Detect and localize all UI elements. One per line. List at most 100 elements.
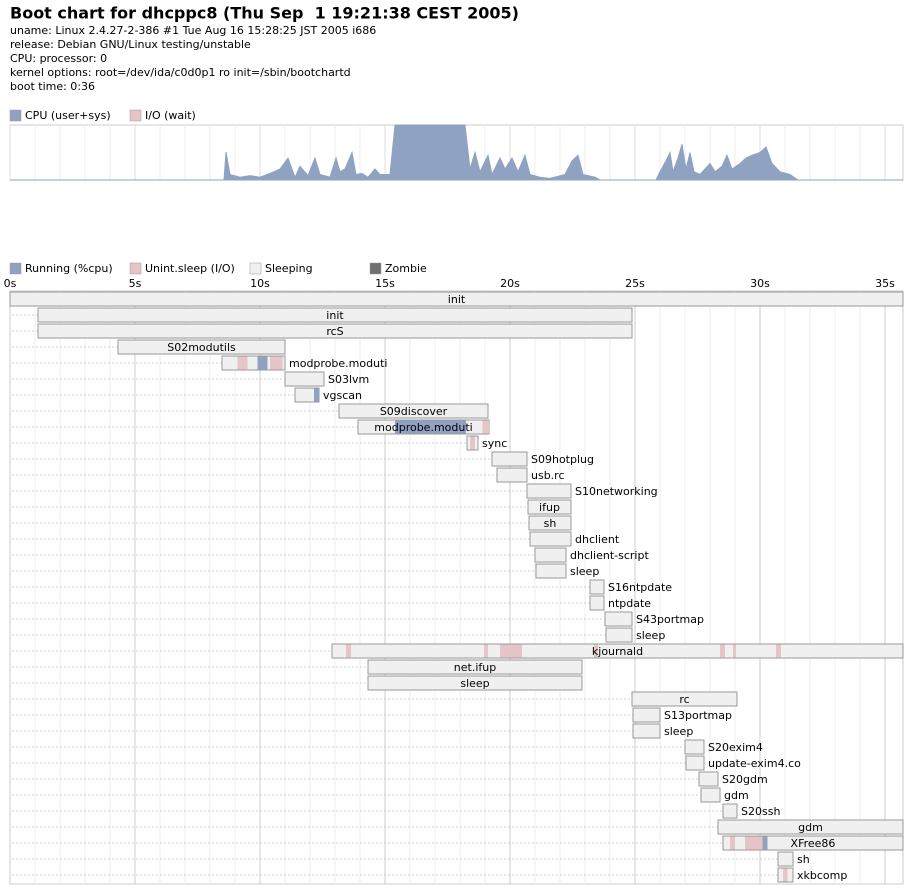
- legend-swatch: [9, 262, 22, 275]
- process-name: sleep: [570, 565, 599, 578]
- process-box: [338, 403, 489, 419]
- legend-swatch: [129, 262, 142, 275]
- x-tick-label: 0s: [4, 277, 17, 290]
- legend-label: Running (%cpu): [25, 262, 113, 275]
- process-box: [700, 787, 721, 803]
- process-box: [589, 579, 605, 595]
- info-line: release: Debian GNU/Linux testing/unstab…: [10, 38, 251, 51]
- process-box: [367, 675, 583, 691]
- process-box: [491, 451, 528, 467]
- info-line: uname: Linux 2.4.27-2-386 #1 Tue Aug 16 …: [10, 24, 376, 37]
- process-box: [684, 739, 705, 755]
- process-box: [605, 627, 633, 643]
- x-tick-label: 20s: [500, 277, 520, 290]
- process-name: S20gdm: [722, 773, 768, 786]
- process-name: S09hotplug: [531, 453, 594, 466]
- legend-swatch: [369, 262, 382, 275]
- process-name: sh: [797, 853, 810, 866]
- process-name: S13portmap: [664, 709, 732, 722]
- process-box: [632, 707, 661, 723]
- running-segment: [314, 388, 319, 402]
- process-box: [698, 771, 719, 787]
- process-box: [717, 819, 904, 835]
- io-segment: [745, 836, 763, 850]
- process-box: [535, 563, 567, 579]
- process-box: [37, 323, 633, 339]
- process-box: [632, 723, 661, 739]
- process-name: vgscan: [323, 389, 362, 402]
- x-tick-label: 15s: [375, 277, 395, 290]
- process-box: [117, 339, 286, 355]
- x-tick-label: 5s: [129, 277, 142, 290]
- process-name: sh: [544, 517, 557, 530]
- process-name: S09discover: [380, 405, 448, 418]
- process-name: rc: [679, 693, 689, 706]
- info-line: CPU: processor: 0: [10, 52, 107, 65]
- process-box: [496, 467, 528, 483]
- info-line: boot time: 0:36: [10, 80, 95, 93]
- info-line: kernel options: root=/dev/ida/c0d0p1 ro …: [10, 66, 351, 79]
- process-name: sync: [482, 437, 507, 450]
- io-segment: [500, 644, 522, 658]
- running-segment: [395, 420, 466, 434]
- process-name: S43portmap: [636, 613, 704, 626]
- process-name: sleep: [664, 725, 693, 738]
- process-name: dhclient-script: [570, 549, 649, 562]
- process-name: S20exim4: [708, 741, 763, 754]
- process-name: XFree86: [791, 837, 836, 850]
- process-box: [526, 483, 572, 499]
- process-name: ntpdate: [608, 597, 651, 610]
- process-name: rcS: [326, 325, 343, 338]
- process-name: S03lvm: [328, 373, 369, 386]
- process-name: gdm: [724, 789, 749, 802]
- io-segment: [783, 868, 788, 882]
- legend-label: I/O (wait): [145, 109, 196, 122]
- process-box: [631, 691, 738, 707]
- x-tick-label: 25s: [625, 277, 645, 290]
- io-segment: [776, 644, 781, 658]
- process-name: ifup: [539, 501, 560, 514]
- process-name: net.ifup: [454, 661, 496, 674]
- process-name: xkbcomp: [797, 869, 847, 882]
- process-box: [528, 515, 572, 531]
- process-name: init: [326, 309, 344, 322]
- x-tick-label: 35s: [875, 277, 895, 290]
- io-segment: [730, 836, 735, 850]
- legend-label: Zombie: [385, 262, 427, 275]
- process-name: modprobe.moduti: [289, 357, 387, 370]
- process-box: [529, 531, 572, 547]
- process-name: S02modutils: [167, 341, 236, 354]
- io-segment: [594, 644, 598, 658]
- legend-swatch: [249, 262, 262, 275]
- process-name: S20ssh: [741, 805, 780, 818]
- process-name: sleep: [636, 629, 665, 642]
- x-tick-label: 10s: [250, 277, 270, 290]
- legend-label: Unint.sleep (I/O): [145, 262, 235, 275]
- io-segment: [270, 356, 283, 370]
- legend-swatch: [129, 109, 142, 122]
- process-box: [331, 643, 904, 659]
- legend-label: Sleeping: [265, 262, 313, 275]
- process-box: [37, 307, 633, 323]
- process-box: [534, 547, 567, 563]
- process-box: [604, 611, 633, 627]
- x-tick-label: 30s: [750, 277, 770, 290]
- io-segment: [237, 356, 248, 370]
- process-box: [284, 371, 325, 387]
- process-box: [722, 803, 738, 819]
- process-name: modprobe.moduti: [374, 421, 472, 434]
- io-segment: [720, 644, 725, 658]
- io-segment: [482, 420, 489, 434]
- title: Boot chart for dhcppc8 (Thu Sep 1 19:21:…: [10, 4, 519, 23]
- process-box: [685, 755, 705, 771]
- process-name: usb.rc: [531, 469, 565, 482]
- running-segment: [257, 356, 268, 370]
- cpu-area: [10, 124, 903, 181]
- running-segment: [762, 836, 768, 850]
- process-name: S16ntpdate: [608, 581, 672, 594]
- legend-swatch: [9, 109, 22, 122]
- process-box: [9, 291, 904, 307]
- io-segment: [470, 436, 475, 450]
- io-segment: [346, 644, 351, 658]
